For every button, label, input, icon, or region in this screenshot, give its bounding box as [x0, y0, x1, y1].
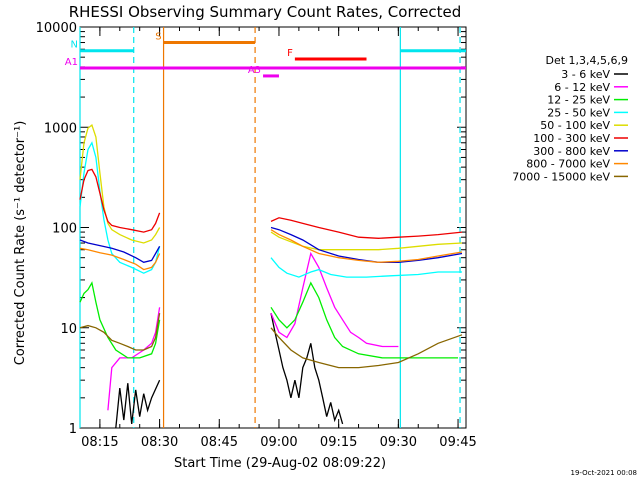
- flag-bar-label: N: [71, 40, 78, 51]
- flag-bar-label: A3: [248, 65, 261, 76]
- flag-bar-label: S: [155, 32, 161, 43]
- flag-bar-label: A1: [65, 57, 78, 68]
- y-tick-label: 1000: [44, 121, 77, 136]
- series-line-7000-15000: [270, 327, 463, 369]
- y-tick-label: 10000: [36, 21, 77, 36]
- x-tick-label: 08:45: [201, 435, 238, 450]
- legend-label: 800 - 7000 keV: [526, 158, 610, 171]
- series-line-6-12: [270, 251, 399, 348]
- legend-label: 3 - 6 keV: [561, 68, 610, 81]
- flag-bar-label: F: [287, 48, 293, 59]
- y-tick-label: 100: [52, 222, 77, 237]
- chart-title: RHESSI Observing Summary Count Rates, Co…: [69, 3, 462, 21]
- legend-label: 300 - 800 keV: [533, 145, 610, 158]
- series-line-300-800: [79, 239, 161, 263]
- plot-layer: 1 10 100 1000 10000 08:15 08:30 08:45 09:00 09:15…: [36, 21, 477, 450]
- legend-label: 25 - 50 keV: [547, 106, 610, 119]
- series-line-12-25: [270, 281, 458, 359]
- series-line-800-7000: [270, 229, 463, 263]
- x-tick-label: 08:30: [141, 435, 178, 450]
- legend-label: 7000 - 15000 keV: [512, 170, 610, 183]
- x-tick-label: 09:45: [439, 435, 476, 450]
- x-tick-label: 09:30: [380, 435, 417, 450]
- series-line-12-25: [79, 281, 161, 359]
- series-line-800-7000: [79, 247, 161, 271]
- footer-date: 19-Oct-2021 00:08: [571, 469, 637, 477]
- series-line-300-800: [270, 226, 463, 263]
- series-line-50-100: [79, 124, 161, 244]
- series-line-25-50: [270, 257, 462, 278]
- x-tick-label: 09:00: [260, 435, 297, 450]
- series-line-100-300: [270, 217, 463, 239]
- y-tick-label: 10: [60, 322, 77, 337]
- y-axis-label: Corrected Count Rate (s⁻¹ detector⁻¹): [13, 121, 28, 366]
- series-line-25-50: [79, 141, 161, 274]
- series-line-100-300: [79, 168, 161, 233]
- series-line-3-6: [115, 379, 161, 429]
- x-tick-label: 08:15: [81, 435, 118, 450]
- series-line-7000-15000: [79, 312, 161, 351]
- legend-label: 100 - 300 keV: [533, 132, 610, 145]
- legend-label: 6 - 12 keV: [554, 81, 610, 94]
- x-tick-label: 09:15: [320, 435, 357, 450]
- legend-label: 50 - 100 keV: [540, 119, 610, 132]
- y-tick-label: 1: [69, 422, 77, 437]
- legend-title: Det 1,3,4,5,6,9: [545, 54, 628, 67]
- series-line-6-12: [107, 307, 161, 411]
- series-line-3-6: [270, 312, 344, 425]
- legend-label: 12 - 25 keV: [547, 94, 610, 107]
- series-line-50-100: [270, 231, 463, 251]
- x-axis-label: Start Time (29-Aug-02 08:09:22): [174, 456, 386, 471]
